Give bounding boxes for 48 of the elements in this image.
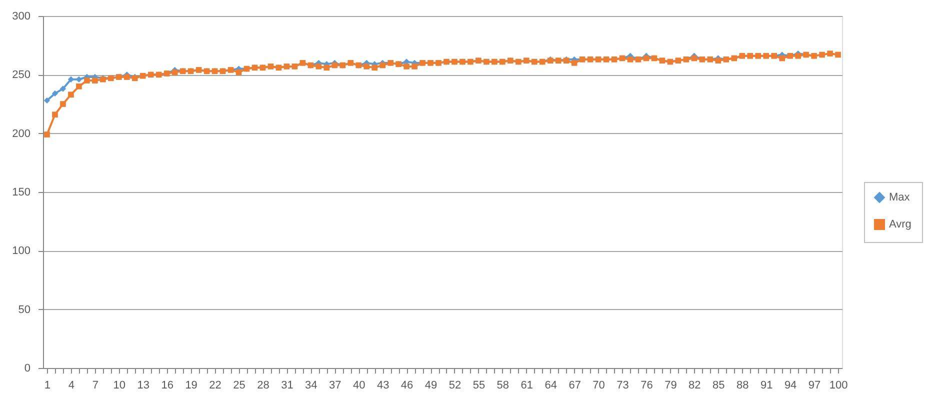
x-tick-label: 25 — [233, 380, 246, 392]
x-tick-label: 4 — [68, 380, 75, 392]
point — [68, 76, 74, 82]
x-tick-label: 79 — [664, 380, 677, 392]
x-tick-label: 34 — [305, 380, 318, 392]
point — [44, 97, 50, 104]
x-tick-label: 46 — [400, 380, 414, 392]
y-tick-label: 300 — [12, 10, 30, 22]
x-tick-label: 13 — [137, 380, 150, 392]
x-tick-label: 1 — [44, 380, 51, 392]
x-tick-label: 22 — [209, 380, 222, 392]
x-tick-label: 55 — [472, 380, 486, 392]
legend-label: Avrg — [889, 218, 912, 230]
x-tick-label: 31 — [281, 380, 294, 392]
x-tick-label: 19 — [185, 380, 198, 392]
x-tick-label: 7 — [92, 380, 98, 392]
x-tick-label: 100 — [829, 380, 848, 392]
y-tick-label: 0 — [24, 362, 30, 374]
point — [52, 90, 58, 97]
y-tick-label: 150 — [12, 186, 30, 198]
x-tick-label: 16 — [161, 380, 174, 392]
x-tick-label: 61 — [520, 380, 534, 392]
point — [60, 86, 66, 92]
x-tick-label: 49 — [424, 380, 438, 392]
x-tick-label: 64 — [544, 380, 557, 392]
x-tick-label: 85 — [712, 380, 725, 392]
x-tick-label: 58 — [496, 380, 510, 392]
x-tick-label: 52 — [448, 380, 462, 392]
x-tick-label: 37 — [329, 380, 342, 392]
y-tick-label: 250 — [12, 69, 30, 82]
legend-label: Max — [889, 192, 910, 204]
x-tick-label: 73 — [616, 380, 629, 392]
x-tick-label: 76 — [640, 380, 653, 392]
x-tick-label: 88 — [736, 380, 749, 392]
x-tick-label: 82 — [688, 380, 701, 392]
point — [76, 76, 82, 82]
x-tick-label: 28 — [257, 380, 270, 392]
x-tick-label: 40 — [352, 380, 366, 392]
x-tick-label: 91 — [760, 380, 773, 392]
x-tick-label: 70 — [592, 380, 605, 392]
x-tick-label: 67 — [568, 380, 581, 392]
y-tick-label: 200 — [12, 128, 30, 140]
x-tick-label: 94 — [784, 380, 797, 392]
x-tick-label: 43 — [376, 380, 390, 392]
x-tick-label: 97 — [808, 380, 821, 392]
x-tick-label: 10 — [113, 380, 126, 392]
y-tick-label: 100 — [12, 245, 30, 258]
y-tick-label: 50 — [18, 304, 30, 316]
